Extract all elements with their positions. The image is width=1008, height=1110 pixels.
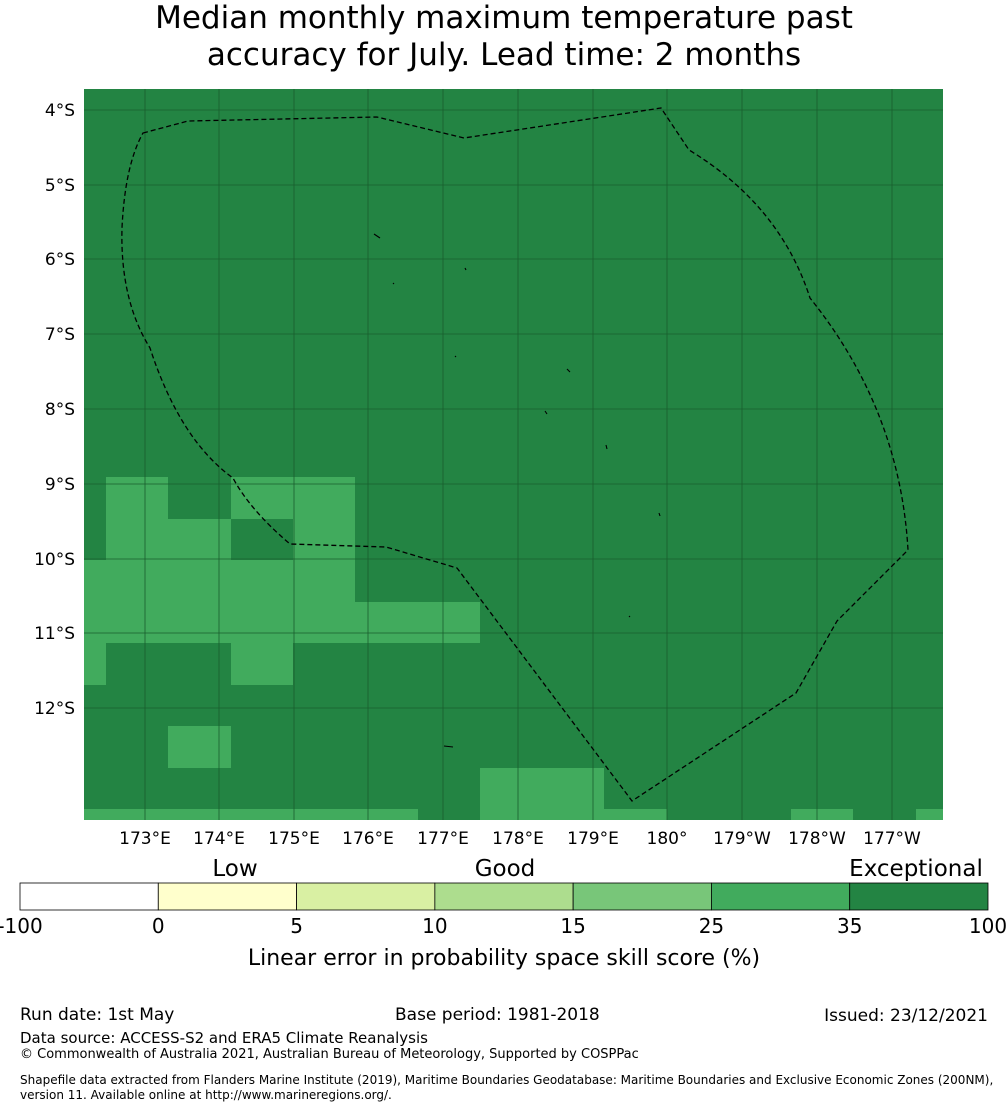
colorbar-bins: [19, 882, 989, 911]
skill-cell: [480, 809, 667, 820]
title-line-2: accuracy for July. Lead time: 2 months: [206, 37, 802, 73]
skill-cell: [231, 477, 355, 519]
longitude-label: 173°E: [119, 829, 171, 849]
skill-cell: [916, 809, 943, 820]
map-panel: [84, 89, 943, 820]
colorbar-tick-label: 5: [290, 914, 303, 938]
atoll: [544, 410, 548, 415]
atoll: [392, 282, 395, 285]
latitude-label: 6°S: [45, 250, 75, 270]
colorbar-bin: [711, 882, 851, 911]
latitude-label: 8°S: [45, 400, 75, 420]
colorbar-tick-label: 100: [969, 914, 1007, 938]
colorbar-tick-label: -100: [0, 914, 43, 938]
longitude-labels: 173°E 174°E 175°E 176°E 177°E 178°E 179°E 180° 1…: [119, 829, 921, 849]
latitude-label: 11°S: [34, 624, 75, 644]
skill-cell: [84, 602, 480, 643]
colorbar-axis-label: Linear error in probability space skill …: [248, 946, 760, 971]
shapefile-credit-line-1: Shapefile data extracted from Flanders M…: [20, 1073, 994, 1087]
atoll: [628, 615, 631, 618]
skill-cell: [231, 643, 293, 685]
longitude-label: 180°: [647, 829, 688, 849]
colorbar-bin: [434, 882, 574, 911]
longitude-label: 175°E: [268, 829, 320, 849]
latitude-label: 7°S: [45, 325, 75, 345]
skill-cell: [293, 519, 355, 560]
atoll: [454, 355, 457, 358]
longitude-label: 174°E: [193, 829, 245, 849]
atolls: [373, 233, 661, 748]
colorbar-bin: [19, 882, 159, 911]
colorbar-tick-label: 35: [837, 914, 862, 938]
latitude-label: 4°S: [45, 101, 75, 121]
atoll: [443, 745, 454, 748]
latitude-label: 12°S: [34, 699, 75, 719]
longitude-label: 177°W: [863, 829, 921, 849]
latitude-label: 10°S: [34, 550, 75, 570]
issued-date: Issued: 23/12/2021: [824, 1006, 988, 1026]
colorbar-tick-label: 15: [560, 914, 585, 938]
atoll: [605, 444, 608, 450]
map-title: Median monthly maximum temperature past …: [0, 0, 1008, 74]
colorbar-bin: [157, 882, 297, 911]
eez-boundary: [121, 107, 909, 802]
legend-category-low: Low: [212, 856, 257, 882]
longitude-label: 179°E: [567, 829, 619, 849]
title-line-1: Median monthly maximum temperature past: [155, 0, 853, 36]
atoll: [464, 267, 467, 271]
skill-cell: [84, 809, 418, 820]
skill-cell: [106, 477, 168, 519]
skill-cell: [168, 726, 231, 768]
colorbar-tick-label: 10: [422, 914, 447, 938]
legend-category-good: Good: [475, 856, 536, 882]
colorbar-bin: [849, 882, 989, 911]
longitude-label: 177°E: [417, 829, 469, 849]
copyright: © Commonwealth of Australia 2021, Austra…: [20, 1047, 639, 1062]
colorbar-bin: [296, 882, 436, 911]
latitude-labels: 4°S 5°S 6°S 7°S 8°S 9°S 10°S 11°S 12°S: [34, 101, 75, 719]
run-date: Run date: 1st May: [20, 1005, 175, 1025]
longitude-label: 178°E: [492, 829, 544, 849]
longitude-label: 176°E: [342, 829, 394, 849]
colorbar-tick-label: 0: [152, 914, 165, 938]
latitude-label: 9°S: [45, 475, 75, 495]
atoll: [658, 512, 661, 517]
data-source: Data source: ACCESS-S2 and ERA5 Climate …: [20, 1029, 428, 1047]
base-period: Base period: 1981-2018: [395, 1005, 600, 1025]
skill-cell: [84, 643, 106, 685]
skill-cell: [84, 560, 355, 602]
longitude-label: 179°W: [713, 829, 771, 849]
shapefile-credit-line-2: version 11. Available online at http://w…: [20, 1088, 392, 1102]
legend-category-exceptional: Exceptional: [849, 856, 983, 882]
atoll: [566, 368, 571, 373]
longitude-label: 178°W: [788, 829, 846, 849]
skill-cell: [106, 519, 231, 560]
skill-cell: [791, 809, 853, 820]
latitude-label: 5°S: [45, 176, 75, 196]
map-background: [84, 89, 943, 820]
colorbar-legend: Low Good Exceptional -100 0 5 10 15 25 35 100 L…: [0, 856, 1007, 971]
graticule: [84, 89, 943, 820]
colorbar-ticks: -100 0 5 10 15 25 35 100: [0, 914, 1007, 938]
colorbar-tick-label: 25: [699, 914, 724, 938]
skill-cell: [480, 768, 604, 809]
colorbar-bin: [572, 882, 712, 911]
atoll: [373, 233, 381, 239]
